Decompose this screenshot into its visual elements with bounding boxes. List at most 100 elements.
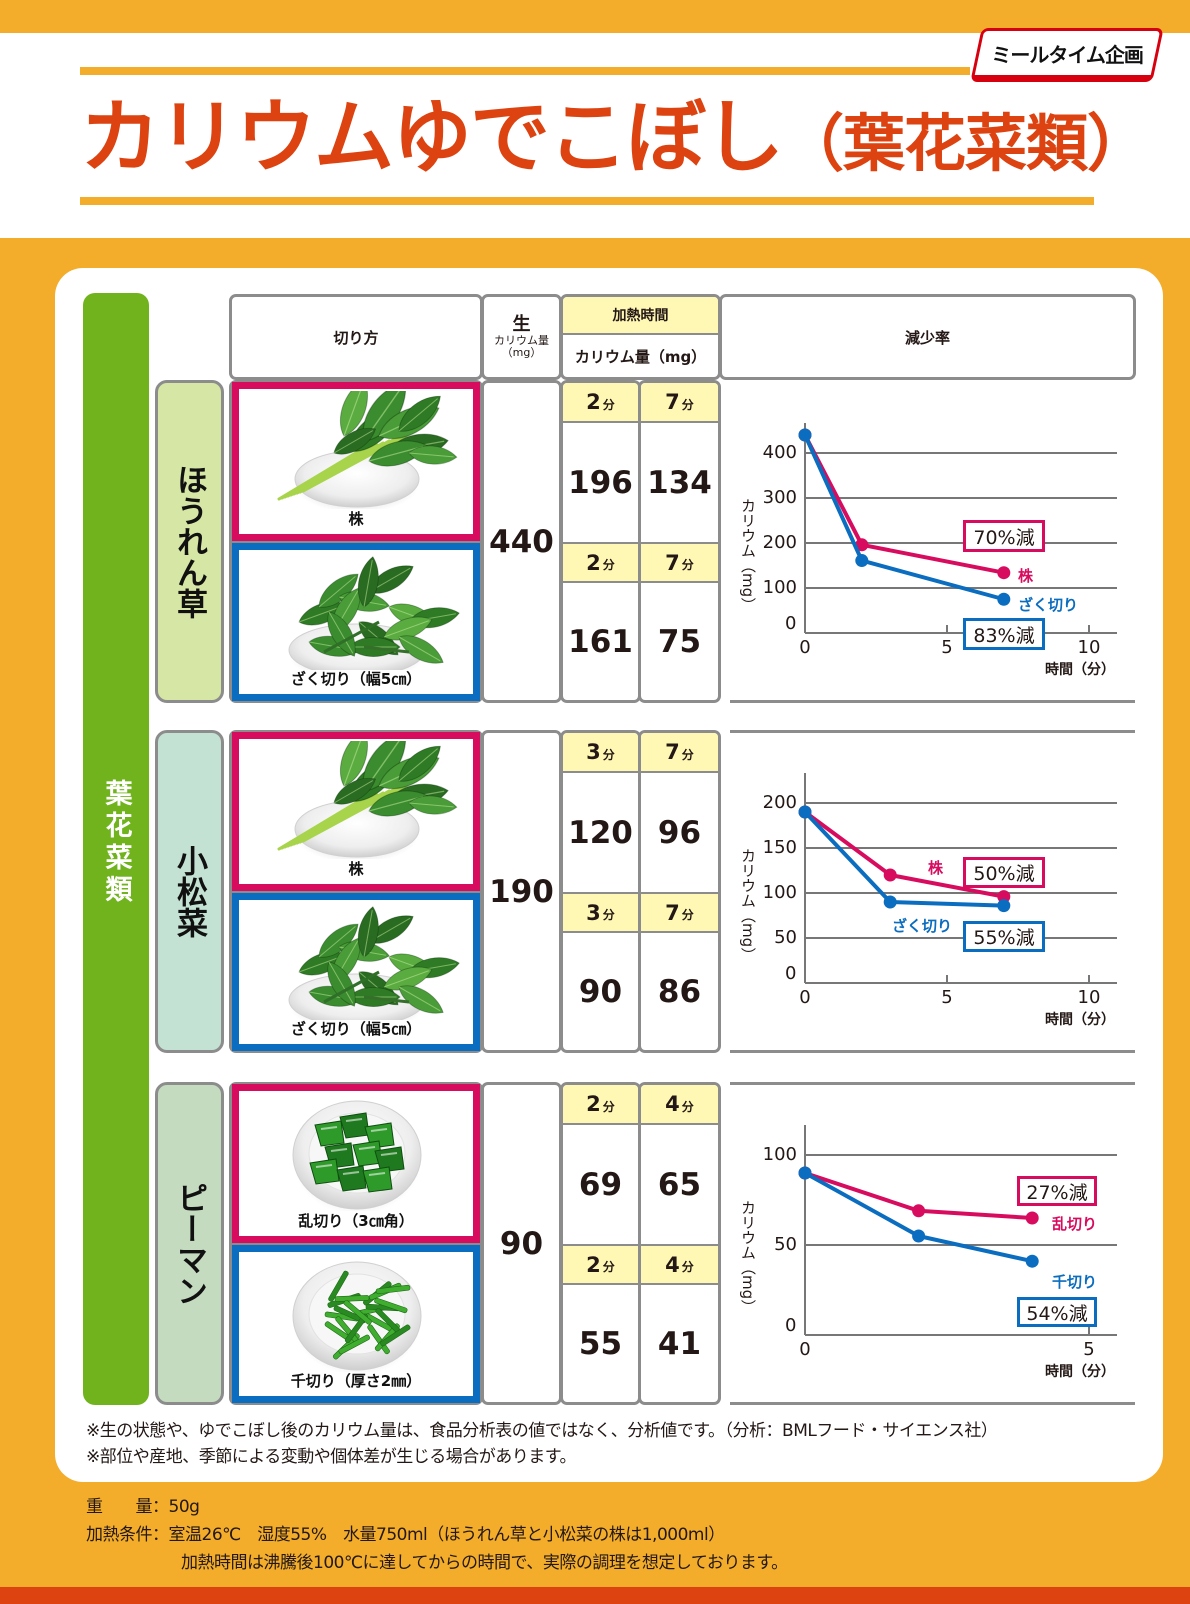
y-tick-label: 0: [785, 1315, 797, 1336]
pepper-chunks-photo: [239, 1093, 473, 1215]
section-label-pepper: ピーマン: [155, 1082, 224, 1405]
data-point: [1025, 1211, 1039, 1225]
y-tick-label: 0: [785, 963, 797, 984]
header-cut: 切り方: [229, 294, 483, 380]
reduction-badge: 55%減: [963, 921, 1045, 952]
raw-potassium-cell: 90: [481, 1082, 562, 1405]
cut-card: 株: [232, 378, 480, 541]
x-tick-label: 10: [1077, 637, 1101, 658]
x-axis-label: 時間（分）: [1045, 662, 1115, 678]
brand-logo: ミールタイム企画: [970, 28, 1164, 82]
cut-caption: 乱切り（3㎝角）: [298, 1212, 414, 1230]
x-tick-label: 0: [799, 637, 811, 658]
data-point: [798, 1166, 812, 1180]
reduction-chart-spinach: 0 100 200 300 400 0 5 10 時間（分） カリウム（mg） 70%減株 83%減 ざ…: [730, 380, 1135, 703]
spinach-chopped-photo: [239, 552, 473, 682]
y-axis-label: カリウム（mg）: [739, 498, 757, 613]
header-cut-label: 切り方: [333, 328, 379, 347]
condition-heat-line1: 加熱条件：室温26℃ 湿度55% 水量750ml（ほうれん草と小松菜の株は1,0…: [86, 1525, 725, 1545]
potassium-value: 86: [657, 973, 702, 1010]
data-point: [883, 868, 897, 882]
chart-canvas: [730, 1082, 1135, 1405]
potassium-value: 120: [563, 773, 638, 894]
data-point: [1025, 1254, 1039, 1268]
x-tick-label: 0: [799, 987, 811, 1008]
section-name: ピーマン: [171, 1181, 207, 1306]
title-top-bar: [80, 67, 970, 75]
cut-card: ざく切り（幅5㎝）: [232, 893, 480, 1051]
pepper-strips-photo: [239, 1254, 473, 1376]
y-tick-label: 200: [762, 792, 797, 813]
cut-card: ざく切り（幅5㎝）: [232, 543, 480, 701]
data-point: [912, 1229, 926, 1243]
potassium-value: 96: [641, 773, 718, 894]
y-tick-label: 0: [785, 613, 797, 634]
x-tick-label: 5: [1083, 1339, 1095, 1360]
data-point: [997, 890, 1011, 904]
x-tick-label: 0: [799, 1339, 811, 1360]
y-tick-label: 100: [762, 1144, 797, 1165]
series-label: ざく切り: [1018, 596, 1079, 614]
reduction-badge: 27%減: [1017, 1176, 1097, 1206]
data-point: [798, 805, 812, 819]
header-reduction: 減少率: [719, 294, 1136, 380]
data-point: [855, 538, 869, 552]
spinach-bunch-photo: [239, 378, 473, 513]
potassium-value: 55: [578, 1325, 623, 1362]
potassium-value: 41: [657, 1325, 702, 1362]
header-raw-sub1: カリウム量: [494, 334, 549, 347]
condition-weight: 重 量：50g: [86, 1497, 200, 1517]
conditions: 重 量：50g 加熱条件：室温26℃ 湿度55% 水量750ml（ほうれん草と小…: [86, 1493, 788, 1577]
potassium-value: 161: [568, 623, 633, 660]
chart-canvas: [730, 730, 1135, 1053]
y-tick-label: 100: [762, 882, 797, 903]
potassium-value: 75: [657, 623, 702, 660]
cut-caption: ざく切り（幅5㎝）: [290, 670, 422, 688]
header-potassium-label: カリウム量（mg）: [574, 347, 707, 366]
data-point: [997, 592, 1011, 606]
x-axis-label: 時間（分）: [1045, 1364, 1115, 1380]
reduction-chart-pepper: 0 50 100 0 5 時間（分） カリウム（mg） 27%減 乱切り 54%減 千切り: [730, 1082, 1135, 1405]
data-point: [997, 899, 1011, 913]
komatsuna-bunch-photo: [239, 728, 473, 863]
cut-caption: 株: [348, 510, 364, 528]
cut-card: 乱切り（3㎝角）: [232, 1084, 480, 1243]
series-line: [803, 434, 1005, 602]
reduction-badge: 54%減: [1017, 1297, 1097, 1327]
raw-potassium-value: 440: [489, 523, 554, 560]
note-line: ※部位や産地、季節による変動や個体差が生じる場合があります。: [86, 1447, 577, 1467]
y-tick-label: 100: [762, 577, 797, 598]
potassium-value: 65: [641, 1125, 718, 1246]
series-label: ざく切り: [892, 917, 953, 935]
data-point: [798, 428, 812, 442]
y-tick-label: 150: [762, 837, 797, 858]
x-tick-label: 5: [941, 637, 953, 658]
cut-card: 株: [232, 728, 480, 891]
data-point: [997, 566, 1011, 580]
y-axis-label: カリウム（mg）: [739, 1200, 757, 1315]
raw-potassium-value: 190: [489, 873, 554, 910]
title-main: カリウムゆでこぼし: [80, 91, 784, 184]
series-label: 千切り: [1052, 1273, 1098, 1291]
title-bottom-bar: [80, 197, 1094, 205]
header-raw: 生 カリウム量 （mg）: [481, 294, 562, 380]
y-tick-label: 200: [762, 532, 797, 553]
raw-potassium-cell: 440: [481, 380, 562, 703]
reduction-badge: 50%減: [963, 857, 1045, 888]
potassium-value: 90: [578, 973, 623, 1010]
header-heat-time-label: 加熱時間: [612, 308, 669, 324]
x-tick-label: 10: [1077, 987, 1101, 1008]
x-tick-label: 5: [941, 987, 953, 1008]
komatsuna-chopped-photo: [239, 902, 473, 1032]
